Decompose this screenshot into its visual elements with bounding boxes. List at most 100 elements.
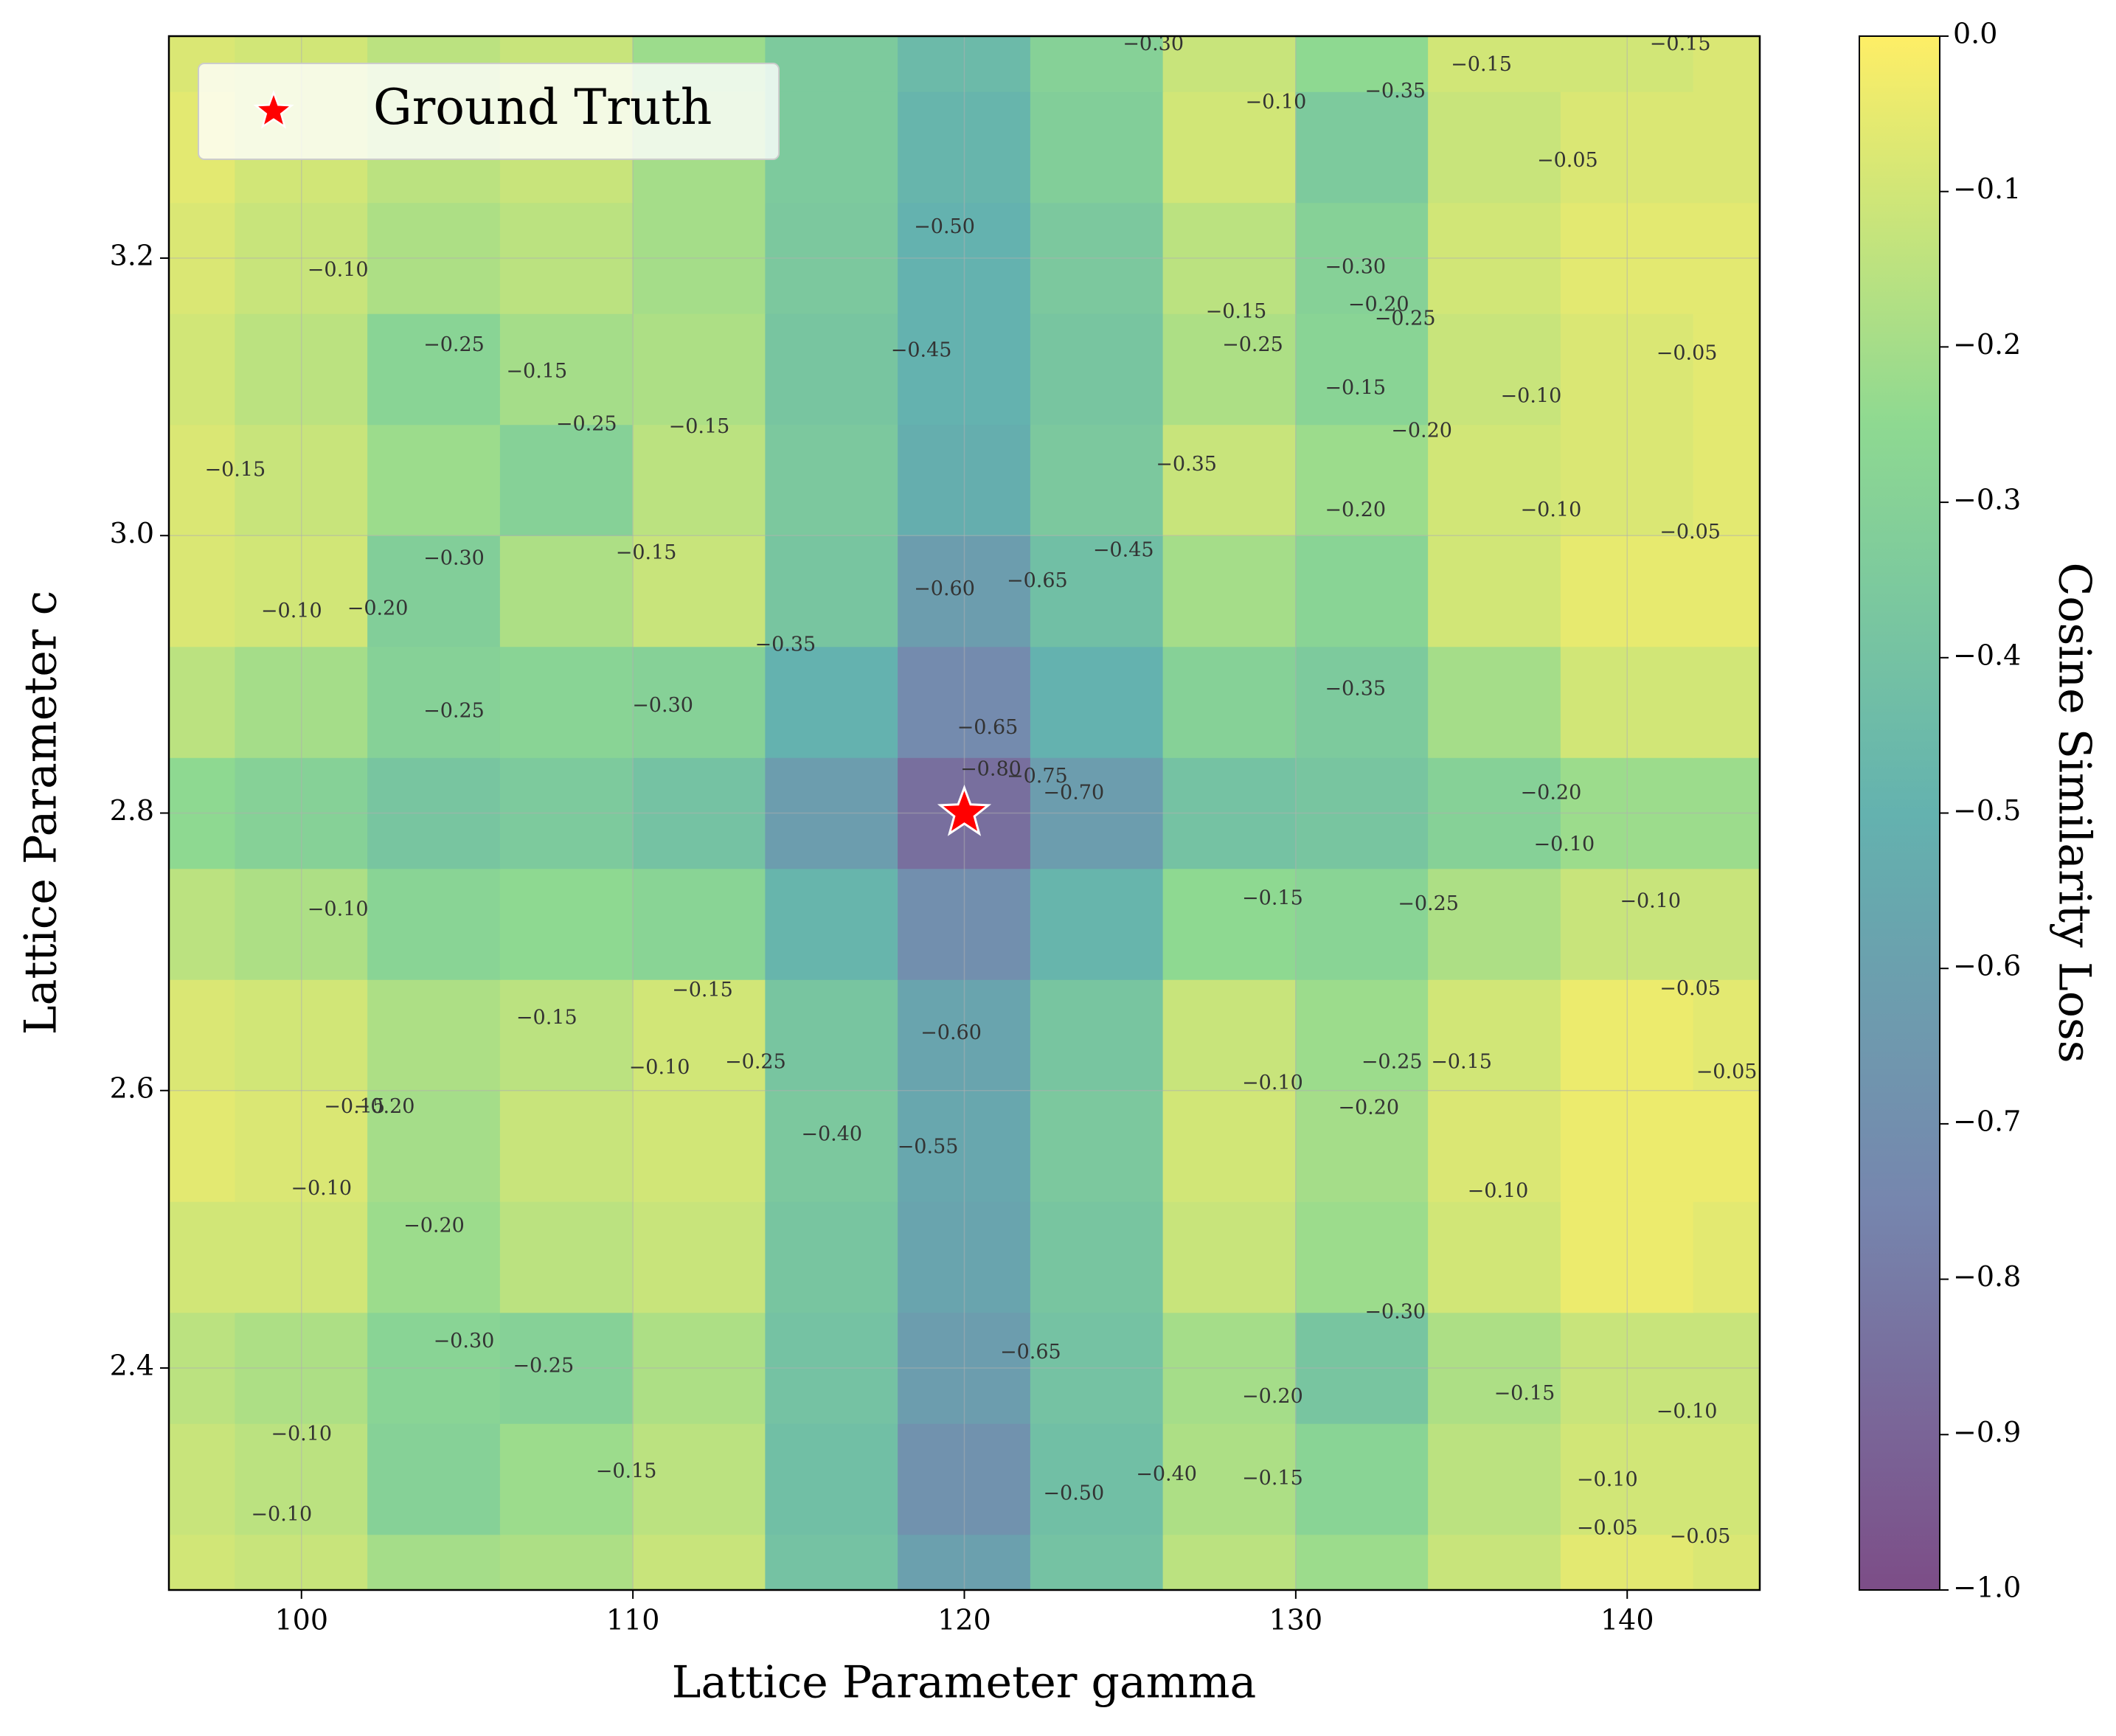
contour-cell <box>169 535 236 647</box>
contour-cell <box>1030 979 1164 1091</box>
contour-cell <box>765 36 899 92</box>
colorbar-tick-label: −0.9 <box>1953 1416 2021 1448</box>
contour-label: −0.10 <box>308 258 369 281</box>
contour-cell <box>632 535 766 647</box>
contour-label: −0.60 <box>920 1021 982 1044</box>
y-axis-label: Lattice Parameter c <box>15 591 67 1035</box>
contour-cell <box>499 535 634 647</box>
contour-label: −0.35 <box>755 633 816 656</box>
y-tick-label: 3.2 <box>110 240 154 272</box>
contour-cell <box>169 646 236 758</box>
contour-label: −0.25 <box>513 1355 574 1378</box>
contour-label: −0.05 <box>1537 149 1598 172</box>
contour-label: −0.15 <box>1242 887 1303 910</box>
contour-cell <box>1162 424 1297 536</box>
contour-label: −0.15 <box>324 1095 385 1118</box>
contour-cell <box>169 1090 236 1202</box>
contour-cell <box>632 1090 766 1202</box>
contour-label: −0.15 <box>1325 376 1386 399</box>
contour-label: −0.50 <box>1043 1482 1104 1505</box>
contour-label: −0.15 <box>1431 1051 1492 1074</box>
contour-label: −0.15 <box>1494 1382 1555 1405</box>
contour-cell <box>169 1534 236 1590</box>
colorbar-tick-label: −0.5 <box>1953 794 2021 827</box>
contour-cell <box>1428 424 1561 536</box>
contour-label: −0.75 <box>1007 765 1068 788</box>
contour-cell <box>1693 424 1760 536</box>
contour-cell <box>367 1534 501 1590</box>
contour-label: −0.10 <box>251 1503 312 1526</box>
contour-cell <box>367 1423 501 1535</box>
contour-cell <box>1428 313 1561 426</box>
contour-cell <box>632 1423 766 1535</box>
contour-cell <box>499 979 634 1091</box>
contour-cell <box>169 313 236 426</box>
colorbar-label: Cosine Similarity Loss <box>2048 562 2100 1063</box>
contour-cell <box>1295 313 1429 426</box>
y-tick-label: 2.6 <box>110 1072 154 1104</box>
contour-cell <box>765 91 899 204</box>
contour-cell <box>1030 646 1164 758</box>
contour-cell <box>632 1201 766 1313</box>
contour-cell <box>1693 36 1760 92</box>
contour-label: −0.15 <box>596 1460 657 1483</box>
contour-cell <box>499 313 634 426</box>
y-tick-label: 2.8 <box>110 794 154 827</box>
contour-label: −0.30 <box>1325 256 1386 279</box>
contour-label: −0.10 <box>1501 385 1562 408</box>
contour-cell <box>1295 535 1429 647</box>
legend-label: Ground Truth <box>373 79 712 136</box>
contour-label: −0.65 <box>1000 1341 1061 1364</box>
contour-cell <box>499 1423 634 1535</box>
contour-label: −0.10 <box>261 600 322 622</box>
contour-label: −0.15 <box>616 541 677 564</box>
contour-cell <box>632 979 766 1091</box>
contour-label: −0.45 <box>891 339 952 362</box>
contour-label: −0.80 <box>960 758 1021 781</box>
contour-label: −0.10 <box>1242 1072 1303 1094</box>
contour-cell <box>632 1534 766 1590</box>
contour-label: −0.15 <box>205 458 266 481</box>
contour-labels: −0.10 −0.25 −0.15 −0.25 −0.15 −0.15 −0.30 −0.15… <box>205 36 1758 1548</box>
contour-label: −0.25 <box>423 700 485 723</box>
contour-label: −0.15 <box>1206 300 1267 323</box>
contour-cell <box>367 1090 501 1202</box>
contour-cell <box>169 979 236 1091</box>
contour-cell <box>1162 1090 1297 1202</box>
contour-label: −0.10 <box>1620 889 1681 912</box>
contour-cell <box>765 1201 899 1313</box>
contour-cell <box>1030 313 1164 426</box>
contour-cell <box>169 868 236 980</box>
contour-cell <box>765 1534 899 1590</box>
contour-cell <box>1162 979 1297 1091</box>
contour-label: −0.35 <box>1156 453 1217 476</box>
contour-cell <box>1162 36 1297 92</box>
contour-cell <box>1162 91 1297 204</box>
contour-cell <box>765 535 899 647</box>
contour-label: −0.35 <box>1364 80 1426 103</box>
contour-label: −0.20 <box>1521 782 1582 805</box>
contour-label: −0.05 <box>1670 1525 1731 1548</box>
contour-label: −0.35 <box>1325 678 1386 701</box>
contour-label: −0.10 <box>291 1177 352 1200</box>
colorbar-tick-label: −0.1 <box>1953 173 2021 205</box>
contour-cell <box>1295 1201 1429 1313</box>
contour-label: −0.20 <box>1242 1385 1303 1408</box>
contour-label: −0.70 <box>1043 782 1104 805</box>
colorbar-tick-label: −0.7 <box>1953 1105 2021 1137</box>
contour-label: −0.25 <box>1398 892 1459 915</box>
contour-label: −0.25 <box>725 1051 786 1074</box>
contour-label: −0.15 <box>672 979 733 1001</box>
contour-label: −0.10 <box>629 1056 690 1079</box>
contour-cell <box>765 313 899 426</box>
contour-cell <box>1295 868 1429 980</box>
contour-cell <box>1693 535 1760 647</box>
contour-cell <box>1162 868 1297 980</box>
x-tick-label: 140 <box>1600 1604 1654 1636</box>
contour-cell <box>1428 91 1561 204</box>
contour-label: −0.05 <box>1577 1517 1638 1540</box>
contour-label: −0.10 <box>308 898 369 921</box>
contour-cell <box>499 424 634 536</box>
x-tick-label: 120 <box>937 1604 991 1636</box>
